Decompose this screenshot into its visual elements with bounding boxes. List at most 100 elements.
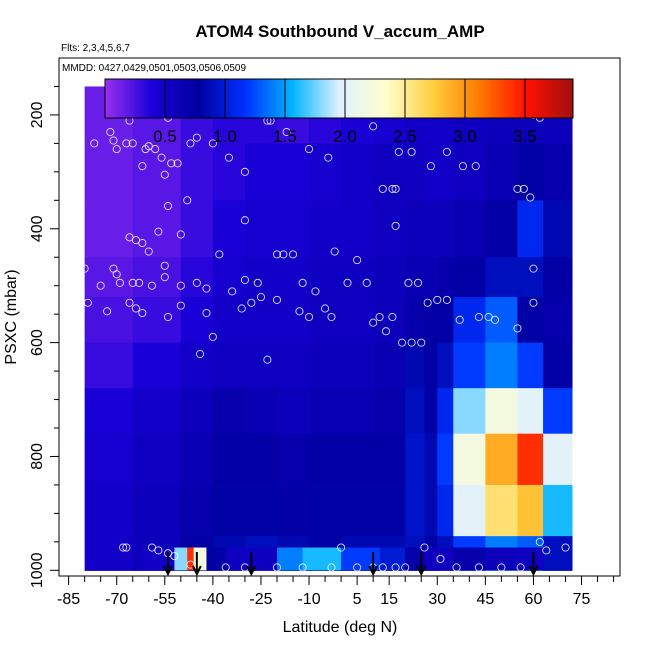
heatmap-cell bbox=[132, 297, 182, 344]
heatmap-cell bbox=[543, 388, 573, 435]
heatmap-cell bbox=[437, 484, 454, 537]
heatmap-cell bbox=[405, 297, 426, 344]
heatmap-cell bbox=[180, 388, 214, 435]
sample-point bbox=[362, 278, 371, 287]
heatmap-cell bbox=[373, 342, 406, 389]
heatmap-cell bbox=[180, 342, 214, 389]
x-tick-label: 60 bbox=[525, 591, 543, 608]
heatmap-cell bbox=[341, 297, 374, 344]
sample-point bbox=[497, 563, 506, 572]
sample-point bbox=[144, 247, 153, 256]
sample-point bbox=[192, 133, 201, 142]
sample-point bbox=[122, 543, 131, 552]
sample-point bbox=[529, 264, 538, 273]
sample-point bbox=[70, 136, 80, 145]
sample-point bbox=[115, 278, 124, 287]
heatmap-cell bbox=[405, 200, 426, 258]
colorbar-tick-label: 2.5 bbox=[393, 127, 417, 146]
heatmap-cell bbox=[341, 342, 374, 389]
sample-point bbox=[391, 221, 400, 230]
heatmap-cell bbox=[309, 342, 342, 389]
flight-arrow-head bbox=[416, 565, 427, 577]
heatmap-cell bbox=[517, 484, 544, 537]
sample-point bbox=[183, 196, 192, 205]
heatmap-cell bbox=[84, 433, 134, 486]
y-axis-label: PSXC (mbar) bbox=[3, 269, 20, 364]
heatmap-cell bbox=[276, 200, 310, 258]
surface-cell bbox=[142, 547, 176, 571]
heatmap-cell bbox=[453, 143, 486, 201]
x-tick-label: 5 bbox=[353, 591, 362, 608]
sample-point bbox=[160, 170, 169, 179]
heatmap-cell bbox=[132, 257, 182, 298]
sample-point bbox=[397, 338, 407, 347]
heatmap-cell bbox=[84, 257, 134, 298]
sample-point bbox=[138, 238, 147, 248]
heatmap-cell bbox=[485, 200, 519, 258]
heatmap-cell bbox=[309, 484, 342, 537]
sample-point bbox=[131, 304, 140, 313]
heatmap-cell bbox=[517, 257, 544, 298]
sample-point bbox=[298, 563, 307, 572]
sample-point bbox=[176, 301, 185, 310]
heatmap-cell bbox=[212, 143, 246, 201]
sample-point bbox=[378, 184, 387, 193]
sample-point bbox=[436, 554, 445, 563]
sample-point bbox=[471, 162, 480, 171]
sample-point bbox=[160, 273, 169, 282]
x-tick-label: -25 bbox=[249, 591, 272, 608]
sample-point bbox=[154, 546, 163, 555]
sample-point bbox=[474, 563, 483, 572]
y-axis: 200 400 600 800 1000 bbox=[29, 85, 59, 588]
colorbar: 0.5 1.0 1.5 2.0 2.5 3.0 3.5 bbox=[104, 78, 574, 146]
heatmap-cell bbox=[309, 388, 342, 435]
sample-point bbox=[221, 563, 230, 572]
heatmap-cell bbox=[132, 342, 182, 389]
sample-point bbox=[513, 184, 522, 193]
sample-point bbox=[529, 298, 538, 307]
heatmap-cell bbox=[543, 257, 573, 298]
sample-points bbox=[64, 110, 570, 572]
heatmap-cell bbox=[437, 433, 454, 486]
sample-point bbox=[151, 145, 160, 154]
sample-point bbox=[272, 250, 282, 259]
heatmap-cell bbox=[341, 388, 374, 435]
sample-point bbox=[90, 139, 99, 148]
colorbar-tick-label: 3.0 bbox=[453, 127, 477, 146]
heatmap-cell bbox=[543, 143, 573, 201]
heatmap-cell bbox=[180, 143, 214, 201]
heatmap-cell bbox=[309, 297, 342, 344]
heatmap-cell bbox=[180, 484, 214, 537]
heatmap-cell bbox=[437, 143, 454, 201]
sample-point bbox=[103, 307, 112, 316]
sample-point bbox=[240, 275, 249, 285]
heatmap-cell bbox=[405, 143, 426, 201]
x-tick-label: 15 bbox=[380, 591, 398, 608]
y-tick-label: 1000 bbox=[29, 552, 46, 588]
sample-point bbox=[407, 147, 416, 156]
sample-point bbox=[490, 315, 500, 324]
heatmap-cell bbox=[180, 433, 214, 486]
x-tick-label: 30 bbox=[428, 591, 446, 608]
heatmap-cell bbox=[309, 433, 342, 486]
sample-point bbox=[433, 295, 442, 304]
sample-point bbox=[147, 281, 157, 290]
heatmap-cell bbox=[212, 433, 246, 486]
heatmap-cell bbox=[341, 433, 374, 486]
sample-point bbox=[208, 139, 217, 148]
heatmap-cell bbox=[453, 484, 486, 537]
sample-point bbox=[240, 167, 249, 176]
sample-point bbox=[378, 563, 387, 572]
heatmap-cell bbox=[212, 257, 246, 298]
sample-point bbox=[128, 278, 137, 287]
sample-point bbox=[337, 543, 346, 552]
sample-point bbox=[526, 193, 535, 202]
sample-point bbox=[327, 563, 336, 572]
heatmap-cell bbox=[132, 484, 182, 537]
heatmap-cell bbox=[453, 433, 486, 486]
sample-point bbox=[324, 153, 333, 162]
heatmap-cell bbox=[437, 257, 454, 298]
surface-cell bbox=[453, 547, 486, 571]
flights-label: Flts: 2,3,4,5,6,7 bbox=[61, 43, 130, 54]
colorbar-tick-label: 1.0 bbox=[213, 127, 237, 146]
